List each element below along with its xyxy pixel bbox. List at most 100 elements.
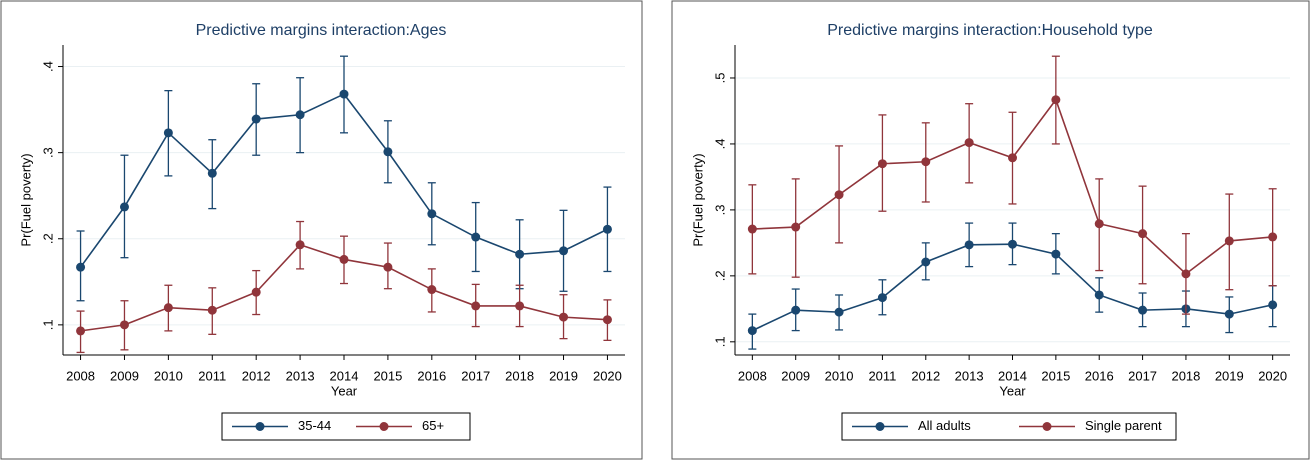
x-tick-label: 2009 <box>781 368 810 383</box>
x-tick-label: 2010 <box>154 368 183 383</box>
point <box>602 224 612 234</box>
chart-title: Predictive margins interaction:Ages <box>196 22 447 39</box>
x-tick-label: 2018 <box>505 368 534 383</box>
point <box>163 128 173 138</box>
point <box>1008 153 1017 163</box>
point <box>559 312 569 322</box>
point <box>834 307 844 317</box>
x-tick-label: 2019 <box>1215 368 1244 383</box>
point <box>964 138 974 148</box>
y-tick-label: .3 <box>40 147 55 158</box>
point <box>515 301 525 311</box>
legend-label: Single parent <box>1085 418 1162 433</box>
point <box>559 246 569 256</box>
point <box>295 240 305 250</box>
point <box>207 168 217 178</box>
y-tick-label: .4 <box>40 61 55 72</box>
point <box>427 285 437 295</box>
panel-border <box>671 0 1310 460</box>
y-tick-label: .2 <box>40 233 55 244</box>
point <box>747 224 757 234</box>
y-tick-label: .5 <box>712 73 727 84</box>
y-tick-label: .3 <box>712 204 727 215</box>
x-tick-label: 2014 <box>330 368 359 383</box>
y-axis-title: Pr(Fuel poverty) <box>18 153 33 246</box>
x-tick-label: 2020 <box>593 368 622 383</box>
point <box>119 320 129 330</box>
x-tick-label: 2019 <box>549 368 578 383</box>
point <box>602 315 612 325</box>
point <box>427 209 437 219</box>
point <box>119 202 129 212</box>
x-tick-label: 2015 <box>1041 368 1070 383</box>
legend-marker <box>255 422 265 431</box>
point <box>877 159 887 169</box>
x-tick-label: 2008 <box>738 368 767 383</box>
x-tick-label: 2013 <box>286 368 315 383</box>
x-tick-label: 2017 <box>461 368 490 383</box>
x-tick-label: 2016 <box>1085 368 1114 383</box>
x-axis-title: Year <box>999 383 1026 398</box>
point <box>339 254 349 264</box>
point <box>207 305 217 315</box>
point <box>1268 232 1278 242</box>
point <box>1051 95 1061 105</box>
legend-label: All adults <box>918 418 971 433</box>
legend-label: 35-44 <box>298 418 331 433</box>
x-tick-label: 2015 <box>373 368 402 383</box>
point <box>251 287 261 297</box>
point <box>834 190 844 200</box>
point <box>747 326 757 336</box>
x-tick-label: 2016 <box>417 368 446 383</box>
legend-label: 65+ <box>422 418 444 433</box>
point <box>76 262 86 272</box>
point <box>1094 219 1104 229</box>
y-tick-label: .1 <box>40 319 55 330</box>
point <box>877 293 887 303</box>
legend-marker <box>379 422 389 431</box>
panel-border <box>0 0 643 460</box>
x-tick-label: 2017 <box>1128 368 1157 383</box>
x-tick-label: 2011 <box>868 368 896 383</box>
point <box>383 147 393 157</box>
point <box>163 303 173 313</box>
x-tick-label: 2020 <box>1258 368 1287 383</box>
point <box>76 326 86 336</box>
x-tick-label: 2012 <box>242 368 271 383</box>
point <box>515 249 525 259</box>
point <box>791 222 801 232</box>
point <box>383 262 393 272</box>
point <box>1094 290 1104 300</box>
point <box>1138 305 1148 315</box>
x-tick-label: 2011 <box>198 368 226 383</box>
x-tick-label: 2008 <box>66 368 95 383</box>
point <box>1224 236 1234 246</box>
point <box>791 305 801 315</box>
point <box>921 157 931 167</box>
y-tick-label: .1 <box>712 336 727 347</box>
point <box>471 232 481 242</box>
x-tick-label: 2014 <box>998 368 1027 383</box>
point <box>921 257 931 267</box>
x-tick-label: 2009 <box>110 368 139 383</box>
point <box>964 240 974 250</box>
x-tick-label: 2010 <box>825 368 854 383</box>
point <box>1008 239 1017 249</box>
point <box>471 301 481 311</box>
y-axis-title: Pr(Fuel poverty) <box>690 153 705 246</box>
point <box>1138 229 1148 239</box>
point <box>1268 300 1278 310</box>
point <box>339 89 349 99</box>
point <box>1181 269 1191 279</box>
legend-marker <box>875 422 885 431</box>
point <box>1224 309 1234 319</box>
y-tick-label: .4 <box>712 139 727 150</box>
y-tick-label: .2 <box>712 270 727 281</box>
x-tick-label: 2018 <box>1171 368 1200 383</box>
point <box>295 110 305 120</box>
chart-title: Predictive margins interaction:Household… <box>827 22 1153 39</box>
x-tick-label: 2012 <box>911 368 940 383</box>
point <box>1051 249 1061 259</box>
